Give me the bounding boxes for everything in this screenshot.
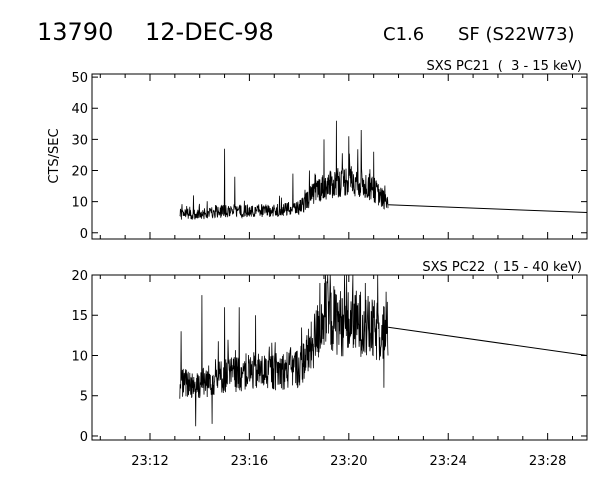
x-axis-ticks (99, 74, 574, 239)
y-axis-ticks: 0 10 20 30 40 50 (71, 71, 587, 242)
interpolation-line (388, 326, 588, 356)
y-tick-label: 0 (80, 430, 88, 445)
series-group (179, 274, 588, 427)
panel-pc21: SXS PC21 ( 3 - 15 keV) CTS/SEC 0 10 20 30 40… (47, 59, 588, 242)
interpolation-line (388, 204, 588, 213)
flare-location: SF (S22W73) (458, 24, 575, 45)
y-tick-label: 5 (80, 390, 88, 405)
y-tick-label: 30 (71, 133, 88, 148)
y-tick-label: 10 (71, 196, 88, 211)
x-tick-label: 23:24 (429, 454, 466, 469)
y-tick-label: 40 (71, 102, 88, 117)
goes-class: C1.6 (383, 24, 424, 45)
event-date: 12-DEC-98 (145, 18, 274, 46)
y-tick-label: 15 (71, 309, 88, 324)
series-group (179, 120, 588, 220)
y-axis-label: CTS/SEC (47, 128, 62, 183)
y-axis-ticks: 0 5 10 15 20 (71, 269, 587, 445)
x-tick-label: 23:20 (330, 454, 367, 469)
panel-title: SXS PC22 ( 15 - 40 keV) (422, 260, 582, 275)
count-rate-trace (179, 274, 389, 427)
x-tick-label: 23:16 (231, 454, 268, 469)
x-tick-label: 23:28 (529, 454, 566, 469)
y-tick-label: 20 (71, 165, 88, 180)
y-tick-label: 20 (71, 269, 88, 284)
x-axis-ticks: 23:12 23:16 23:20 23:24 23:28 (99, 275, 574, 469)
panel-title: SXS PC21 ( 3 - 15 keV) (426, 59, 582, 74)
x-tick-label: 23:12 (131, 454, 168, 469)
y-tick-label: 10 (71, 349, 88, 364)
y-tick-label: 0 (80, 227, 88, 242)
panel-frame (91, 274, 588, 441)
event-number: 13790 (37, 18, 113, 46)
panel-frame (91, 73, 588, 240)
count-rate-trace (179, 120, 389, 220)
y-tick-label: 50 (71, 71, 88, 86)
